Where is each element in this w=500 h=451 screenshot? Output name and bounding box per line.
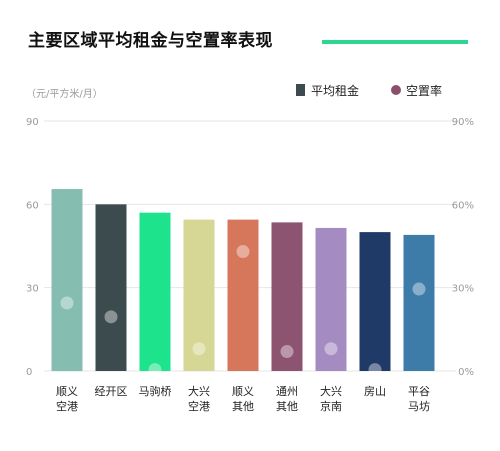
category-label: 大兴	[320, 384, 342, 398]
bar	[271, 222, 303, 371]
y-left-tick-label: 60	[26, 200, 39, 211]
bar	[403, 234, 435, 371]
y-axis-unit-label: （元/平方米/月）	[26, 87, 103, 100]
bar	[315, 227, 347, 371]
category-label: 空港	[188, 399, 210, 413]
category-label: 顺义	[56, 385, 78, 398]
category-label: 经开区	[95, 385, 128, 398]
category-label: 马驹桥	[139, 384, 172, 398]
vacancy-marker	[104, 310, 118, 324]
y-right-tick-label: 90%	[452, 117, 474, 128]
bar	[359, 232, 391, 371]
y-left-tick-label: 0	[26, 367, 32, 378]
legend-label-vacancy: 空置率	[406, 83, 442, 98]
vacancy-marker	[324, 342, 338, 356]
bar	[227, 219, 259, 371]
vacancy-marker	[368, 363, 382, 377]
bar	[51, 189, 83, 371]
y-left-tick-label: 30	[26, 284, 39, 295]
bar	[139, 212, 171, 371]
legend-swatch-rent	[296, 84, 305, 96]
category-label: 大兴	[188, 384, 210, 398]
title-accent-rule	[322, 40, 468, 44]
bar	[183, 219, 215, 371]
category-label: 房山	[364, 385, 386, 398]
vacancy-marker	[192, 342, 206, 356]
category-label: 空港	[56, 399, 78, 413]
legend-swatch-vacancy	[391, 85, 401, 95]
category-label: 其他	[232, 400, 254, 413]
category-label: 通州	[276, 385, 298, 398]
category-label: 平谷	[408, 385, 430, 398]
category-label: 顺义	[232, 385, 254, 398]
vacancy-marker	[280, 345, 294, 359]
vacancy-marker	[148, 363, 162, 377]
y-right-tick-label: 30%	[452, 284, 474, 295]
legend-label-rent: 平均租金	[311, 83, 359, 98]
vacancy-marker	[412, 282, 426, 296]
y-right-tick-label: 0%	[458, 367, 474, 378]
vacancy-marker	[60, 296, 74, 310]
vacancy-marker	[236, 245, 250, 259]
category-label: 马坊	[408, 399, 430, 413]
y-right-tick-label: 60%	[452, 200, 474, 211]
category-label: 其他	[276, 400, 298, 413]
y-left-tick-label: 90	[26, 117, 39, 128]
chart-title: 主要区域平均租金与空置率表现	[28, 31, 273, 51]
category-label: 京南	[320, 399, 342, 413]
bar	[95, 204, 127, 371]
